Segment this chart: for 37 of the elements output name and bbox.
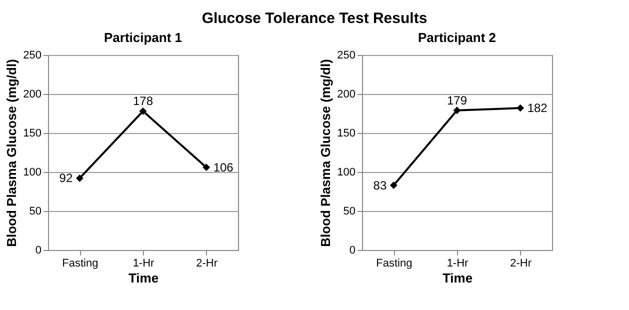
data-label: 106 [213, 160, 234, 174]
y-tick-label: 50 [29, 206, 42, 218]
y-tick-label: 100 [23, 166, 42, 178]
point [139, 107, 147, 115]
point [453, 106, 461, 114]
y-axis-title: Blood Plasma Glucose (mg/dl) [4, 59, 20, 247]
point [202, 164, 210, 172]
x-tick-label: 2-Hr [196, 258, 218, 270]
y-tick-label: 200 [337, 88, 356, 100]
x-tick-label: Fasting [62, 258, 98, 270]
y-tick-label: 50 [343, 206, 356, 218]
x-tick-label: 2-Hr [510, 258, 532, 270]
point [390, 182, 398, 189]
data-label: 92 [59, 171, 73, 186]
chart-title: Participant 2 [418, 30, 496, 45]
data-label: 178 [132, 94, 154, 108]
chart-title: Participant 1 [104, 30, 182, 45]
x-axis-title: Time [128, 270, 159, 286]
y-axis-title: Blood Plasma Glucose (mg/dl) [318, 59, 334, 247]
y-tick-label: 150 [23, 128, 42, 140]
data-label: 182 [527, 101, 548, 116]
data-label: 179 [446, 93, 468, 108]
y-tick-label: 100 [337, 166, 356, 178]
point [516, 104, 524, 112]
y-tick-label: 150 [337, 128, 356, 140]
text: Glucose Tolerance Test Results [202, 10, 428, 27]
y-tick-label: 200 [23, 88, 42, 100]
x-tick-label: Fasting [376, 258, 412, 270]
y-tick-label: 250 [337, 50, 356, 62]
x-axis-title: Time [442, 270, 473, 286]
data-label: 83 [373, 178, 387, 192]
y-tick-label: 250 [23, 50, 42, 62]
x-tick-label: 1-Hr [132, 258, 155, 270]
point [76, 174, 84, 182]
y-tick-label: 0 [35, 244, 42, 256]
y-tick-label: 0 [349, 244, 356, 256]
x-tick-label: 1-Hr [446, 258, 469, 270]
